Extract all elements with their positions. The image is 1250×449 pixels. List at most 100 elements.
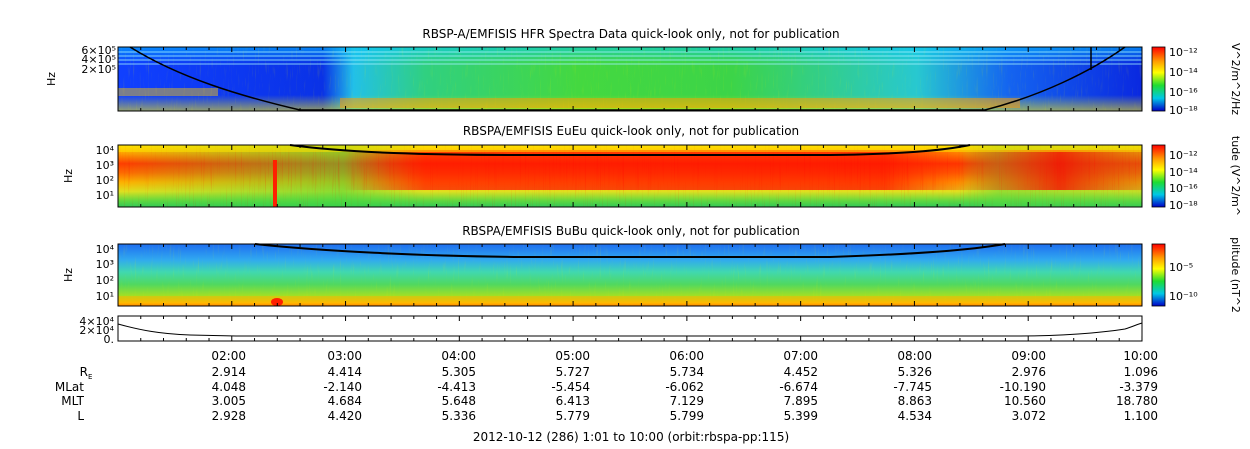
panel-hfr-frame	[117, 46, 1143, 112]
ephemeris-value: -6.674	[779, 380, 818, 394]
ephemeris-value: 5.326	[898, 365, 932, 379]
ephemeris-value: 2.914	[212, 365, 246, 379]
panel-hfr-cbar-tick: 10⁻¹⁶	[1169, 86, 1198, 99]
panel-hfr-ylabel: Hz	[45, 72, 58, 86]
panel-eueu-ytick: 10²	[96, 174, 114, 187]
ephemeris-value: 8.863	[898, 394, 932, 408]
eueu-cutoff-curve	[289, 144, 971, 156]
panel-hfr-colorbar	[1151, 46, 1166, 112]
ephemeris-value: 5.648	[442, 394, 476, 408]
panel-eueu-ylabel: Hz	[62, 169, 75, 183]
panel-bubu: RBSPA/EMFISIS BuBu quick-look only, not …	[62, 224, 1242, 313]
time-tick-label: 10:00	[1123, 349, 1158, 363]
time-tick-label: 06:00	[669, 349, 704, 363]
panel-eueu-cbar-tick: 10⁻¹⁸	[1169, 199, 1198, 212]
panel-hfr-ytick: 2×10⁵	[81, 63, 116, 76]
ephemeris-value: 3.072	[1012, 409, 1046, 423]
ephemeris-value: 1.096	[1124, 365, 1158, 379]
panel-bubu-ytick: 10¹	[96, 290, 114, 303]
panel-bubu-ytick: 10⁴	[96, 243, 115, 256]
ephemeris-label-mlat: MLat	[55, 380, 84, 394]
panel-line-ytick: 4×10⁴	[79, 315, 114, 328]
panel-hfr-ytick: 4×10⁵	[81, 53, 116, 66]
ephemeris-value: 5.799	[670, 409, 704, 423]
time-tick-label: 04:00	[441, 349, 476, 363]
time-tick-label: 07:00	[783, 349, 818, 363]
panel-eueu-ytick: 10¹	[96, 189, 114, 202]
ephemeris-value: 4.684	[328, 394, 362, 408]
ephemeris-value: 4.420	[328, 409, 362, 423]
time-tick-label: 05:00	[555, 349, 590, 363]
panel-eueu-cbar-label: tude (V^2/m^	[1229, 136, 1242, 216]
ephemeris-value: 7.129	[670, 394, 704, 408]
panel-eueu-cbar-tick: 10⁻¹⁴	[1169, 166, 1198, 179]
ephemeris-value: 5.399	[784, 409, 818, 423]
time-tick-label: 03:00	[327, 349, 362, 363]
panel-hfr: RBSP-A/EMFISIS HFR Spectra Data quick-lo…	[45, 27, 1242, 117]
time-tick-marks	[117, 47, 1143, 341]
panel-line: 4×10⁴ 2×10⁴ 0.	[79, 315, 1143, 346]
ephemeris-value: 18.780	[1116, 394, 1158, 408]
ephemeris-value: -2.140	[323, 380, 362, 394]
ephemeris-value: 1.100	[1124, 409, 1158, 423]
panel-hfr-cbar-label: V^2/m^2/Hz	[1229, 43, 1242, 115]
panel-eueu: RBSPA/EMFISIS EuEu quick-look only, not …	[62, 124, 1242, 216]
ephemeris-label-mlt: MLT	[61, 394, 84, 408]
panel-bubu-cbar-tick: 10⁻⁵	[1169, 261, 1193, 274]
ephemeris-value: 10.560	[1004, 394, 1046, 408]
ephemeris-label-re: RE	[80, 365, 93, 381]
ephemeris-value: 3.005	[212, 394, 246, 408]
panel-eueu-cbar-tick: 10⁻¹²	[1169, 149, 1198, 162]
panel-eueu-cbar-tick: 10⁻¹⁶	[1169, 182, 1198, 195]
panel-hfr-ytick: 6×10⁵	[81, 44, 116, 57]
panel-line-ytick: 0.	[104, 333, 115, 346]
time-axis: 02:00 03:00 04:00 05:00 06:00 07:00 08:0…	[211, 349, 1158, 363]
panel-eueu-colorbar	[1151, 144, 1166, 208]
panel-bubu-cbar-label: plitude (nT^2	[1229, 237, 1242, 313]
panel-bubu-ytick: 10²	[96, 274, 114, 287]
ephemeris-value: -3.379	[1119, 380, 1158, 394]
ephemeris-value: 4.414	[328, 365, 362, 379]
ephemeris-value: 2.976	[1012, 365, 1046, 379]
ephemeris-value: 4.048	[212, 380, 246, 394]
ephemeris-value: 2.928	[212, 409, 246, 423]
panel-bubu-title: RBSPA/EMFISIS BuBu quick-look only, not …	[462, 224, 800, 238]
ephemeris-value: 5.779	[556, 409, 590, 423]
ephemeris-value: -10.190	[1000, 380, 1046, 394]
ephemeris-value: -4.413	[437, 380, 476, 394]
panel-bubu-cbar-tick: 10⁻¹⁰	[1169, 290, 1198, 303]
panel-line-ytick: 2×10⁴	[79, 324, 114, 337]
ephemeris-value: 5.336	[442, 409, 476, 423]
ephemeris-value: 6.413	[556, 394, 590, 408]
panel-hfr-cbar-tick: 10⁻¹⁸	[1169, 104, 1198, 117]
panel-eueu-frame	[117, 144, 1143, 208]
panel-eueu-ytick: 10⁴	[96, 144, 115, 157]
panel-bubu-ytick: 10³	[96, 258, 114, 271]
ephemeris-value: 4.452	[784, 365, 818, 379]
ephemeris-value: 5.727	[556, 365, 590, 379]
panel-bubu-colorbar	[1151, 243, 1166, 307]
panel-hfr-cbar-tick: 10⁻¹⁴	[1169, 66, 1198, 79]
panel-bubu-ylabel: Hz	[62, 268, 75, 282]
panel-eueu-title: RBSPA/EMFISIS EuEu quick-look only, not …	[463, 124, 799, 138]
panel-line-frame	[117, 315, 1143, 342]
panel-eueu-ytick: 10³	[96, 159, 114, 172]
time-tick-label: 08:00	[897, 349, 932, 363]
time-tick-label: 02:00	[211, 349, 246, 363]
bubu-cutoff-curve	[254, 243, 1006, 258]
panel-hfr-title: RBSP-A/EMFISIS HFR Spectra Data quick-lo…	[422, 27, 839, 41]
panel-bubu-frame	[117, 243, 1143, 307]
ephemeris-value: 7.895	[784, 394, 818, 408]
ephemeris-value: -7.745	[893, 380, 932, 394]
ephemeris-label-l: L	[77, 409, 84, 423]
footer-caption: 2012-10-12 (286) 1:01 to 10:00 (orbit:rb…	[473, 430, 789, 444]
ephemeris-value: -6.062	[665, 380, 704, 394]
line-series	[117, 322, 1143, 337]
time-tick-label: 09:00	[1011, 349, 1046, 363]
ephemeris-value: 5.734	[670, 365, 704, 379]
ephemeris-value: 5.305	[442, 365, 476, 379]
ephemeris-value: 4.534	[898, 409, 932, 423]
ephemeris-table: RE MLat MLT L 2.914 4.414 5.305 5.727 5.734 4…	[55, 365, 1158, 423]
ephemeris-value: -5.454	[551, 380, 590, 394]
